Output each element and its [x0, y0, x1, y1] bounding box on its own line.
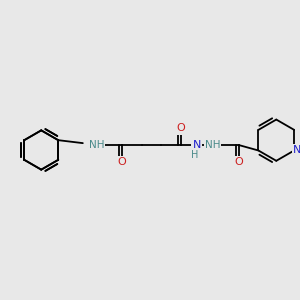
Text: O: O — [177, 123, 185, 134]
Text: NH: NH — [89, 140, 104, 150]
Text: NH: NH — [205, 140, 220, 150]
Text: O: O — [118, 157, 127, 167]
Text: N: N — [293, 146, 300, 155]
Text: O: O — [235, 157, 243, 167]
Text: H: H — [191, 150, 199, 160]
Text: N: N — [193, 140, 201, 150]
